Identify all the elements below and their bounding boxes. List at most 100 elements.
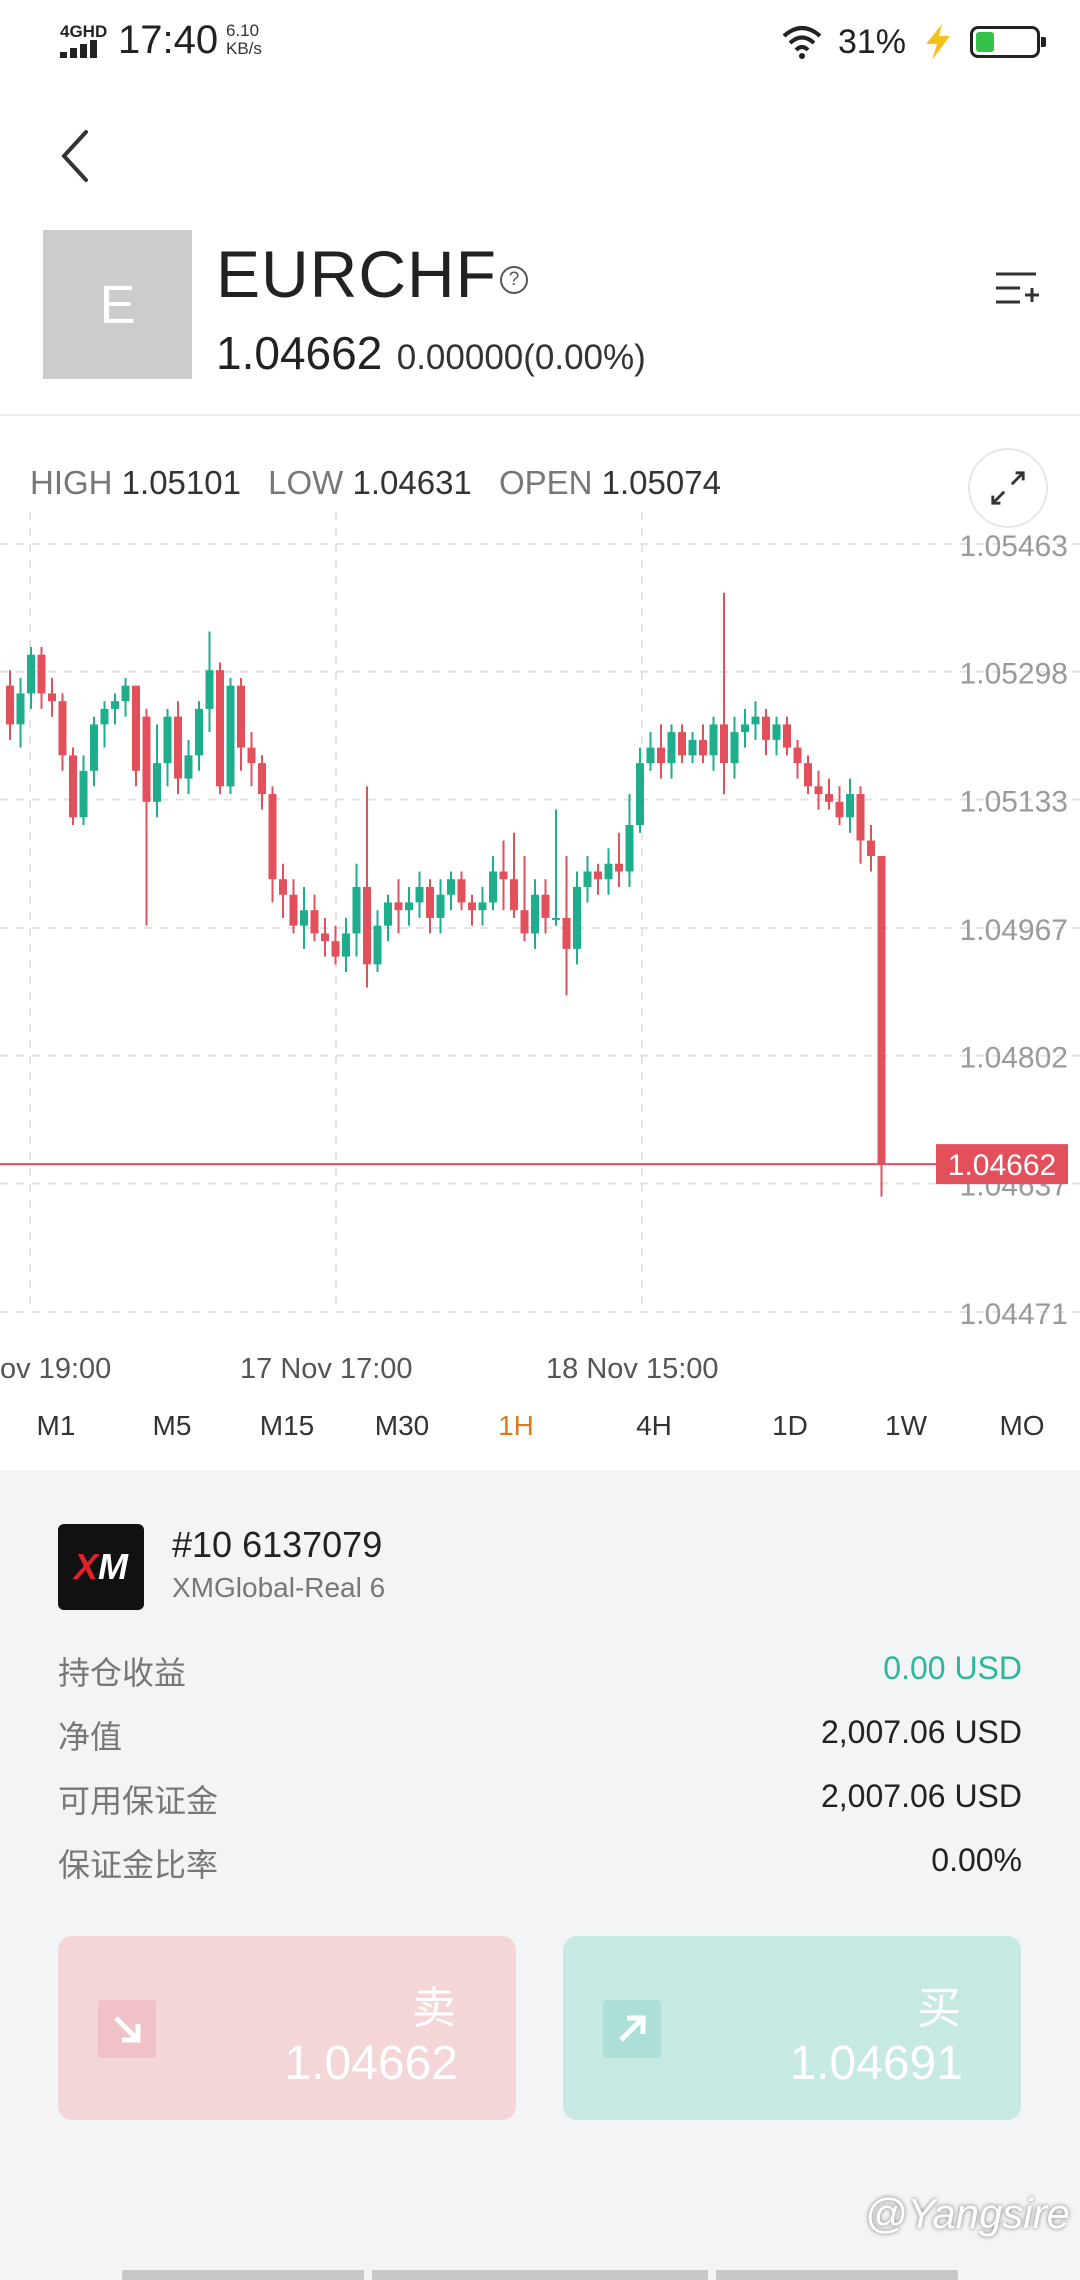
high-label: HIGH <box>30 464 113 501</box>
candle-body <box>615 863 623 872</box>
current-price-label: 1.04662 <box>948 1149 1056 1182</box>
network-type: 4GHD <box>60 22 108 41</box>
candle-body <box>352 886 361 934</box>
candle-body <box>825 794 833 802</box>
sell-button[interactable]: 卖 1.04662 <box>58 1936 516 2120</box>
candle-body <box>835 801 844 818</box>
candle-body <box>415 886 424 903</box>
candle-body <box>142 716 151 802</box>
candle-body <box>604 863 613 880</box>
candle-body <box>226 685 235 787</box>
arrow-up-right-icon <box>603 2000 661 2058</box>
row-label: 净值 <box>58 1719 123 1755</box>
row-value: 0.00% <box>931 1842 1022 1878</box>
candle-body <box>300 910 308 926</box>
row-margin-level: 保证金比率 0.00% <box>58 1840 1022 1886</box>
tab-m15[interactable]: M15 <box>259 1410 315 1441</box>
tab-1d[interactable]: 1D <box>772 1410 808 1441</box>
candle-body <box>342 933 350 957</box>
tab-1h[interactable]: 1H <box>498 1410 534 1441</box>
sell-price: 1.04662 <box>284 2037 458 2090</box>
candle-body <box>247 747 256 764</box>
candle-body <box>79 770 88 818</box>
current-price: 1.04662 <box>216 327 383 379</box>
price-change: 0.00000(0.00%) <box>396 338 646 377</box>
x-tick-label: 17 Nov 17:00 <box>240 1353 413 1385</box>
candle-body <box>111 701 119 709</box>
row-label: 可用保证金 <box>58 1783 219 1819</box>
tab-m1[interactable]: M1 <box>36 1410 76 1441</box>
candle-body <box>772 724 781 740</box>
candlestick-chart[interactable]: 1.05463 1.05298 1.05133 1.04967 1.04802 1.046… <box>0 418 1080 1470</box>
wifi-icon <box>782 26 822 59</box>
buy-price: 1.04691 <box>789 2037 963 2090</box>
candle-body <box>741 724 749 733</box>
candle-body <box>499 871 508 880</box>
network-speed-unit: KB/s <box>226 39 262 58</box>
tab-m5[interactable]: M5 <box>152 1410 192 1441</box>
candle-body <box>363 886 371 965</box>
high-value: 1.05101 <box>121 464 241 501</box>
candle-body <box>562 917 571 949</box>
candle-body <box>804 763 812 787</box>
candle-body <box>90 724 98 771</box>
back-arrow-icon[interactable] <box>56 126 96 186</box>
row-free-margin: 可用保证金 2,007.06 USD <box>58 1776 1022 1822</box>
candle-body <box>667 732 676 764</box>
candle-body <box>751 716 760 725</box>
timeframe-tabs: M1 M5 M15 M30 1H 4H 1D 1W MO <box>0 1402 1080 1464</box>
candle-body <box>268 794 277 880</box>
low-label: LOW <box>268 464 344 501</box>
candle-body <box>153 763 161 802</box>
candle-body <box>646 747 655 764</box>
buy-label: 买 <box>917 1984 961 2033</box>
x-tick-label: ov 19:00 <box>0 1353 111 1385</box>
price-line: 1.04662 0.00000(0.00%) <box>216 326 646 380</box>
row-equity: 净值 2,007.06 USD <box>58 1712 1022 1758</box>
candle-body <box>877 856 886 1165</box>
network-speed-value: 6.10 <box>226 21 260 40</box>
candle-body <box>457 879 466 903</box>
candle-body <box>237 685 245 748</box>
signal-icon <box>60 40 106 58</box>
add-to-list-icon[interactable] <box>994 266 1040 312</box>
candle-body <box>730 732 739 764</box>
candle-body <box>195 708 203 756</box>
ohlc-summary: HIGH 1.05101 LOW 1.04631 OPEN 1.05074 <box>30 464 721 502</box>
fullscreen-icon[interactable] <box>968 448 1048 528</box>
candle-body <box>688 739 697 756</box>
buy-button[interactable]: 买 1.04691 <box>563 1936 1021 2120</box>
tab-1w[interactable]: 1W <box>885 1410 927 1441</box>
battery-percent: 31% <box>837 22 906 61</box>
candle-body <box>468 902 476 911</box>
candle-body <box>510 879 518 911</box>
candle-body <box>720 724 728 764</box>
status-right: 31% <box>780 18 1046 66</box>
price-chart[interactable]: 1.05463 1.05298 1.05133 1.04967 1.04802 1.046… <box>0 418 1080 1470</box>
candle-body <box>478 902 487 911</box>
tab-4h[interactable]: 4H <box>636 1410 672 1441</box>
candle-body <box>436 894 445 918</box>
candle-body <box>583 871 592 887</box>
candle-body <box>867 840 875 856</box>
y-tick-label: 1.05298 <box>960 658 1068 691</box>
candle-body <box>216 670 224 787</box>
candle-body <box>69 755 77 818</box>
candle-body <box>258 763 266 795</box>
tab-m30[interactable]: M30 <box>374 1410 430 1441</box>
low-value: 1.04631 <box>352 464 472 501</box>
help-icon[interactable]: ? <box>500 266 528 294</box>
y-tick-label: 1.04471 <box>960 1298 1068 1331</box>
tab-mo[interactable]: MO <box>999 1410 1045 1441</box>
account-number[interactable]: #10 6137079 <box>172 1524 383 1565</box>
y-tick-label: 1.04967 <box>960 914 1068 947</box>
candle-body <box>573 886 581 949</box>
x-tick-label: 18 Nov 15:00 <box>546 1353 719 1385</box>
row-label: 持仓收益 <box>58 1655 187 1691</box>
watermark: @Yangsire <box>864 2190 1070 2237</box>
sell-label: 卖 <box>412 1984 456 2033</box>
row-label: 保证金比率 <box>58 1847 219 1883</box>
arrow-down-right-icon <box>98 2000 156 2058</box>
